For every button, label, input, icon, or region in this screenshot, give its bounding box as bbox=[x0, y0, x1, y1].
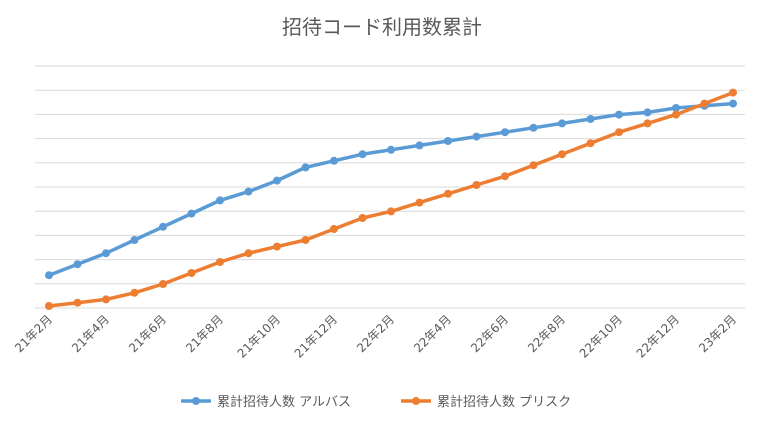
data-point bbox=[415, 198, 424, 207]
data-point bbox=[387, 207, 395, 216]
data-point bbox=[130, 236, 139, 244]
x-tick-label: 22年10月 bbox=[577, 312, 625, 360]
data-point bbox=[130, 288, 139, 297]
series-layer bbox=[45, 88, 737, 310]
series-1 bbox=[45, 99, 737, 280]
data-point bbox=[244, 249, 253, 258]
data-point bbox=[615, 128, 623, 137]
x-tick-label: 22年2月 bbox=[354, 312, 397, 355]
data-point bbox=[301, 163, 310, 172]
x-tick-label: 22年8月 bbox=[525, 312, 568, 355]
data-point bbox=[586, 115, 595, 123]
data-point bbox=[273, 242, 281, 251]
data-point bbox=[216, 196, 224, 205]
legend-marker bbox=[192, 397, 200, 405]
chart-title: 招待コード利用数累計 bbox=[282, 15, 482, 39]
legend-marker bbox=[412, 397, 420, 405]
data-point bbox=[672, 110, 680, 119]
x-tick-label: 22年12月 bbox=[634, 312, 682, 360]
x-tick-label: 21年6月 bbox=[126, 312, 169, 355]
x-tick-label: 23年2月 bbox=[696, 312, 739, 355]
data-point bbox=[729, 99, 737, 108]
data-point bbox=[159, 222, 167, 231]
data-point bbox=[415, 141, 424, 150]
data-point bbox=[615, 110, 623, 119]
x-tick-label: 21年8月 bbox=[183, 312, 226, 355]
data-point bbox=[358, 150, 367, 159]
x-tick-label: 21年2月 bbox=[12, 312, 55, 355]
data-point bbox=[444, 189, 452, 198]
data-point bbox=[45, 302, 53, 310]
data-point bbox=[73, 298, 82, 307]
data-point bbox=[330, 225, 338, 233]
x-tick-label: 21年12月 bbox=[292, 312, 340, 360]
x-tick-label: 22年4月 bbox=[411, 312, 454, 355]
data-point bbox=[643, 119, 652, 128]
data-point bbox=[358, 214, 367, 222]
data-point bbox=[102, 295, 110, 304]
legend: 累計招待人数 アルバス 累計招待人数 プリスク bbox=[181, 394, 571, 410]
data-point bbox=[643, 108, 652, 117]
data-point bbox=[501, 128, 509, 137]
data-point bbox=[558, 150, 566, 159]
data-point bbox=[244, 187, 253, 196]
data-point bbox=[216, 258, 224, 266]
series-line bbox=[47, 90, 735, 308]
data-point bbox=[187, 209, 196, 218]
data-point bbox=[472, 132, 481, 141]
data-point bbox=[187, 269, 196, 277]
data-point bbox=[558, 119, 566, 128]
data-point bbox=[729, 88, 737, 97]
x-axis-ticks: 21年2月 21年4月 21年6月 21年8月 21年10月 21年12月 22年2月 22年… bbox=[12, 312, 739, 360]
legend-label: 累計招待人数 アルバス bbox=[217, 394, 351, 410]
data-point bbox=[102, 249, 110, 258]
legend-item: 累計招待人数 アルバス bbox=[181, 394, 351, 410]
data-point bbox=[586, 139, 595, 148]
data-point bbox=[301, 236, 310, 244]
data-point bbox=[501, 172, 509, 181]
series-2 bbox=[45, 88, 737, 310]
data-point bbox=[700, 99, 709, 108]
data-point bbox=[529, 161, 538, 170]
data-point bbox=[330, 156, 338, 165]
gridlines bbox=[35, 65, 745, 309]
data-point bbox=[529, 123, 538, 132]
data-point bbox=[273, 176, 281, 185]
x-tick-label: 21年10月 bbox=[235, 312, 283, 360]
data-point bbox=[387, 145, 395, 154]
x-tick-label: 21年4月 bbox=[69, 312, 112, 355]
data-point bbox=[444, 137, 452, 145]
data-point bbox=[472, 181, 481, 189]
legend-item: 累計招待人数 プリスク bbox=[401, 394, 571, 410]
data-point bbox=[672, 104, 680, 112]
data-point bbox=[159, 280, 167, 288]
data-point bbox=[45, 271, 53, 280]
legend-label: 累計招待人数 プリスク bbox=[437, 394, 571, 410]
data-point bbox=[73, 260, 82, 269]
x-tick-label: 22年6月 bbox=[468, 312, 511, 355]
